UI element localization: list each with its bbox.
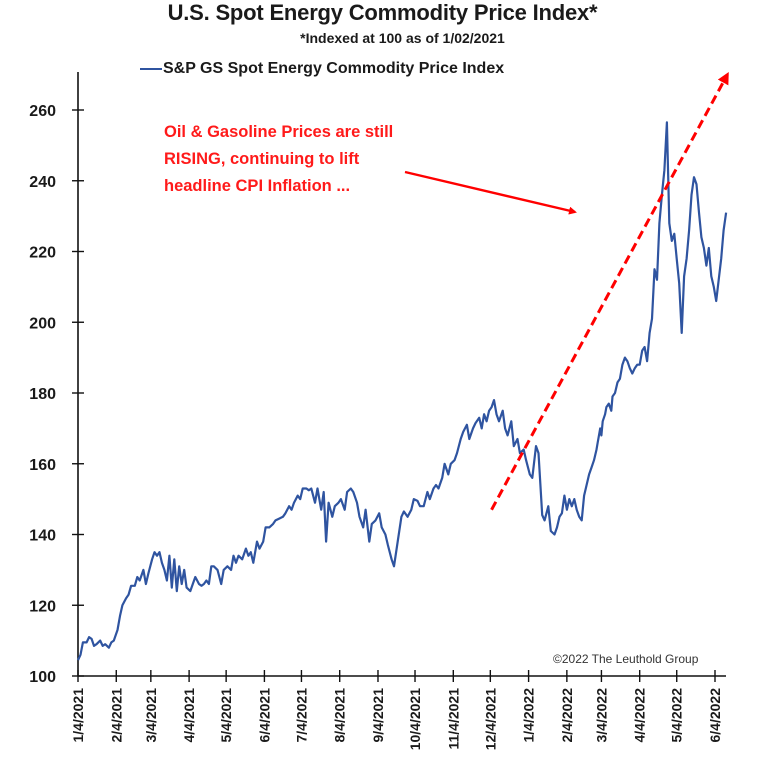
x-tick-label: 6/4/2022: [707, 688, 723, 743]
annotation-arrow: [404, 170, 577, 215]
y-tick-label: 100: [29, 669, 56, 686]
x-tick-label: 6/4/2021: [256, 688, 272, 743]
axes: 100 120 140 160 180 200 220 240 260 1/4/2021 2/4/2…: [29, 72, 726, 750]
y-tick-label: 220: [29, 245, 56, 262]
x-tick-label: 10/4/2021: [407, 688, 423, 750]
x-tick-label: 4/4/2022: [632, 688, 648, 743]
chart-credit: ©2022 The Leuthold Group: [553, 652, 699, 666]
annotation-line: Oil & Gasoline Prices are still: [164, 123, 394, 141]
y-tick-label: 140: [29, 528, 56, 545]
chart-subtitle: *Indexed at 100 as of 1/02/2021: [300, 30, 505, 46]
legend-swatch: [140, 68, 162, 70]
y-tick-label: 120: [29, 598, 56, 615]
y-tick-label: 240: [29, 174, 56, 191]
chart-legend: S&P GS Spot Energy Commodity Price Index: [140, 60, 504, 78]
x-tick-label: 5/4/2022: [669, 688, 685, 743]
trend-arrow: [490, 71, 729, 511]
y-tick-label: 200: [29, 315, 56, 332]
series-group: [77, 121, 728, 661]
y-tick-label: 180: [29, 386, 56, 403]
x-tick-label: 1/4/2021: [70, 688, 86, 743]
x-tick-label: 1/4/2022: [521, 688, 537, 743]
x-tick-label: 4/4/2021: [181, 688, 197, 743]
x-tick-label: 5/4/2021: [218, 688, 234, 743]
x-tick-label: 7/4/2021: [293, 688, 309, 743]
x-tick-label: 8/4/2021: [332, 688, 348, 743]
x-tick-label: 11/4/2021: [445, 688, 461, 750]
annotation-group: [404, 71, 729, 511]
annotation-line: RISING, continuing to lift: [164, 150, 360, 168]
chart-title: U.S. Spot Energy Commodity Price Index*: [167, 0, 598, 25]
annotation-text: Oil & Gasoline Prices are still RISING, …: [164, 119, 393, 200]
x-tick-label: 9/4/2021: [370, 688, 386, 743]
y-tick-label: 160: [29, 457, 56, 474]
x-tick-label: 2/4/2021: [108, 688, 124, 743]
y-tick-label: 260: [29, 103, 56, 120]
x-tick-label: 3/4/2022: [593, 688, 609, 743]
x-tick-label: 12/4/2021: [482, 688, 498, 750]
series-line: [77, 121, 728, 661]
x-tick-label: 3/4/2021: [143, 688, 159, 743]
annotation-line: headline CPI Inflation ...: [164, 177, 351, 195]
x-tick-label: 2/4/2022: [559, 688, 575, 743]
legend-label: S&P GS Spot Energy Commodity Price Index: [163, 60, 505, 77]
